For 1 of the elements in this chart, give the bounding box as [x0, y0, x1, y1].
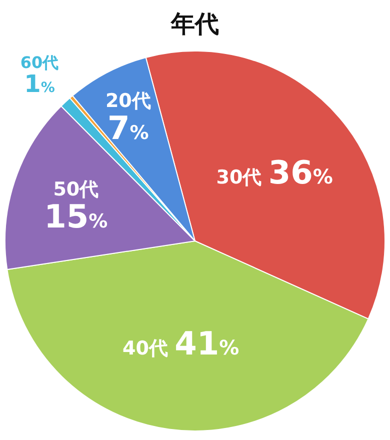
chart-title: 年代: [170, 10, 219, 38]
